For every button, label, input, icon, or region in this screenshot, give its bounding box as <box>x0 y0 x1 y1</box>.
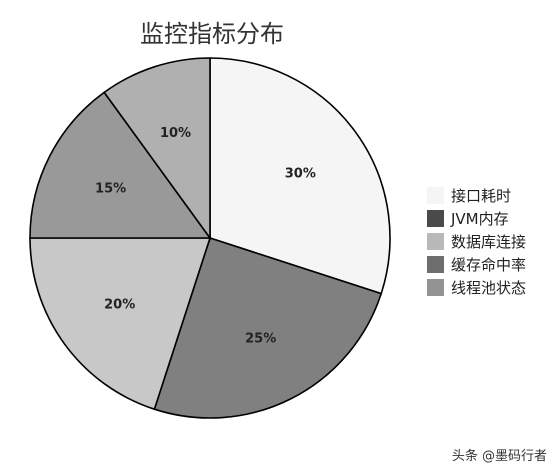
pie-slice-1 <box>209 57 391 295</box>
legend-swatch <box>427 279 444 296</box>
legend-item: 缓存命中率 <box>427 253 526 276</box>
watermark: 头条 @墨码行者 <box>451 449 547 464</box>
legend-swatch <box>427 187 444 204</box>
chart-title: 监控指标分布 <box>140 20 284 48</box>
legend-label: JVM内存 <box>451 210 509 228</box>
slice-label-1: 30% <box>285 166 316 181</box>
pie-slice-labels: 30% 25% 20% 15% 10% <box>95 126 316 347</box>
pie-slice-4 <box>29 91 212 239</box>
legend-label: 线程池状态 <box>451 279 527 297</box>
legend-label: 数据库连接 <box>451 233 527 251</box>
legend-label: 缓存命中率 <box>451 256 527 274</box>
pie-slice-2 <box>153 236 383 419</box>
slice-label-3: 20% <box>104 298 135 313</box>
legend-swatch <box>427 210 444 227</box>
pie-slice-3 <box>29 237 212 411</box>
slice-label-5: 10% <box>160 126 191 141</box>
legend-item: 数据库连接 <box>427 230 526 253</box>
pie-slice-5 <box>103 57 211 241</box>
legend-swatch <box>427 233 444 250</box>
legend-label: 接口耗时 <box>451 187 512 205</box>
legend-item: 接口耗时 <box>427 184 526 207</box>
legend-item: 线程池状态 <box>427 276 526 299</box>
pie-chart: 30% 25% 20% 15% 10% <box>29 57 391 419</box>
slice-label-4: 15% <box>95 181 126 196</box>
legend: 接口耗时 JVM内存数据库连接缓存命中率线程池状态 <box>427 184 526 299</box>
slice-label-2: 25% <box>245 331 276 346</box>
legend-item: JVM内存 <box>427 207 526 230</box>
legend-swatch <box>427 256 444 273</box>
pie-slices <box>29 57 391 419</box>
